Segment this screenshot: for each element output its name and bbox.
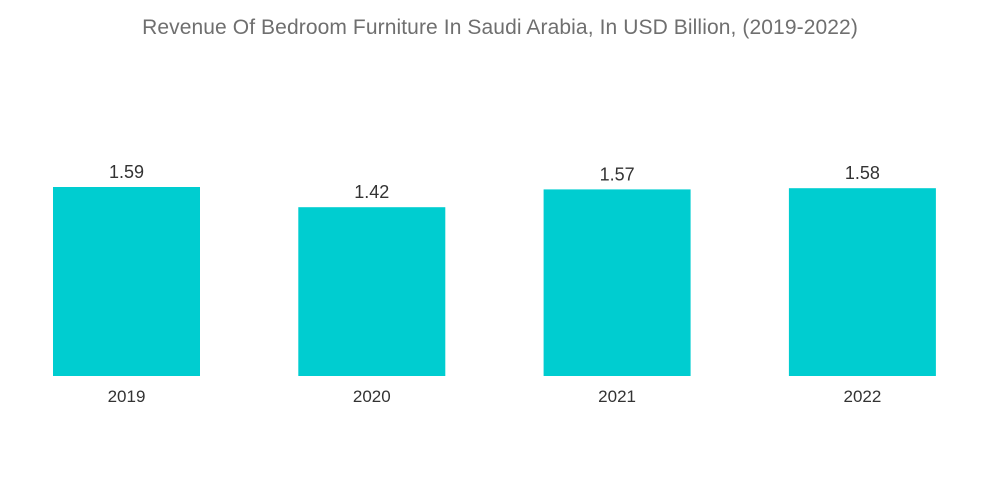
x-tick-label-2019: 2019 [108, 387, 146, 406]
x-tick-label-2022: 2022 [843, 387, 881, 406]
bars-group [53, 187, 936, 376]
value-label-2021: 1.57 [600, 164, 635, 184]
bar-2020 [298, 207, 446, 376]
value-label-2022: 1.58 [845, 163, 880, 183]
chart-title: Revenue Of Bedroom Furniture In Saudi Ar… [142, 16, 858, 39]
x-axis-ticks: 2019 2020 2021 2022 [108, 387, 882, 406]
x-tick-label-2021: 2021 [598, 387, 636, 406]
bar-2019 [53, 187, 200, 376]
value-label-2020: 1.42 [354, 182, 389, 202]
x-tick-label-2020: 2020 [353, 387, 391, 406]
value-labels-group: 1.59 1.42 1.57 1.58 [109, 162, 880, 202]
bar-2022 [788, 188, 936, 376]
bar-2021 [543, 189, 691, 376]
value-label-2019: 1.59 [109, 162, 144, 182]
